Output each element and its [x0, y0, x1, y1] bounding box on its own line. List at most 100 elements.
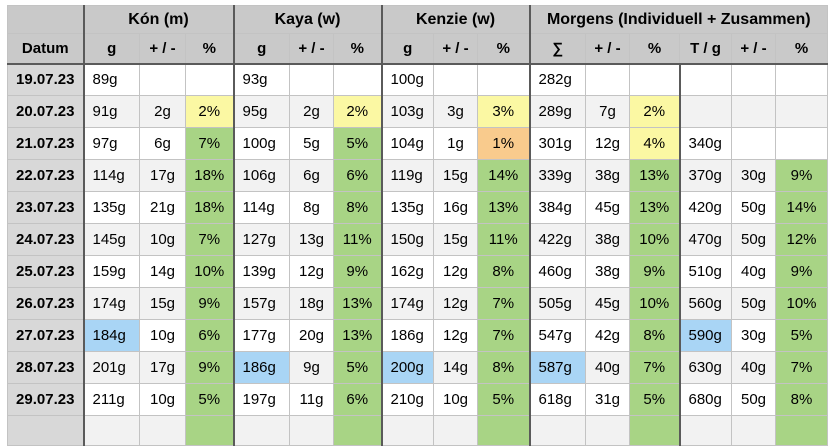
table-cell[interactable]: 21g [139, 191, 186, 224]
table-cell[interactable]: 8g [289, 191, 334, 224]
table-cell[interactable]: 5% [629, 383, 680, 416]
table-cell[interactable]: 12g [585, 127, 630, 160]
table-cell[interactable]: 420g [678, 191, 732, 224]
table-cell[interactable]: 159g [82, 255, 140, 288]
table-cell[interactable] [678, 95, 732, 128]
table-cell[interactable]: 150g [380, 223, 434, 256]
table-cell[interactable]: 95g [232, 95, 290, 128]
table-cell[interactable]: 2% [333, 95, 382, 128]
table-cell[interactable]: 1g [433, 127, 478, 160]
table-cell[interactable]: 547g [528, 319, 586, 352]
table-cell[interactable]: 13% [629, 159, 680, 192]
table-cell[interactable]: 680g [678, 383, 732, 416]
table-cell[interactable]: 7% [185, 127, 234, 160]
table-cell[interactable]: 93g [232, 63, 290, 96]
table-cell[interactable]: 38g [585, 223, 630, 256]
table-cell[interactable]: 40g [731, 351, 776, 384]
table-cell[interactable]: 15g [433, 159, 478, 192]
table-cell[interactable]: 114g [82, 159, 140, 192]
table-cell[interactable]: 9% [333, 255, 382, 288]
corner-cell[interactable] [7, 5, 84, 34]
table-cell[interactable] [731, 127, 776, 160]
table-cell[interactable]: 10g [433, 383, 478, 416]
table-cell[interactable] [731, 415, 776, 446]
table-cell[interactable]: 14g [433, 351, 478, 384]
table-cell[interactable]: 177g [232, 319, 290, 352]
table-cell[interactable]: 12g [433, 255, 478, 288]
table-cell[interactable]: 38g [585, 159, 630, 192]
table-cell[interactable]: 5% [333, 127, 382, 160]
table-cell[interactable]: 10g [139, 223, 186, 256]
table-cell[interactable]: 119g [380, 159, 434, 192]
table-cell[interactable]: 14% [477, 159, 530, 192]
date-cell[interactable]: 26.07.23 [7, 287, 84, 320]
table-cell[interactable]: 30g [731, 319, 776, 352]
date-cell[interactable]: 20.07.23 [7, 95, 84, 128]
table-cell[interactable] [775, 415, 828, 446]
table-cell[interactable]: 13g [289, 223, 334, 256]
table-cell[interactable]: 211g [82, 383, 140, 416]
table-cell[interactable]: 7% [477, 319, 530, 352]
table-cell[interactable]: 106g [232, 159, 290, 192]
date-cell[interactable]: 25.07.23 [7, 255, 84, 288]
group-header-morgens[interactable]: Morgens (Individuell + Zusammen) [528, 5, 828, 34]
table-cell[interactable]: 340g [678, 127, 732, 160]
table-cell[interactable]: 13% [333, 319, 382, 352]
table-cell[interactable]: 630g [678, 351, 732, 384]
table-cell[interactable] [185, 415, 234, 446]
table-cell[interactable]: 186g [380, 319, 434, 352]
table-cell[interactable]: 339g [528, 159, 586, 192]
table-cell[interactable] [185, 63, 234, 96]
col-header-plusminus-kon[interactable]: + / - [139, 33, 186, 65]
table-cell[interactable]: 50g [731, 191, 776, 224]
table-cell[interactable]: 510g [678, 255, 732, 288]
table-cell[interactable] [775, 127, 828, 160]
group-header-kon[interactable]: Kón (m) [82, 5, 234, 34]
table-cell[interactable]: 7% [775, 351, 828, 384]
table-cell[interactable] [629, 63, 680, 96]
table-cell[interactable] [678, 415, 732, 446]
table-cell[interactable]: 370g [678, 159, 732, 192]
col-header-percent-sum[interactable]: % [629, 33, 680, 65]
col-header-percent-kon[interactable]: % [185, 33, 234, 65]
table-cell[interactable]: 5% [775, 319, 828, 352]
table-cell[interactable]: 505g [528, 287, 586, 320]
table-cell[interactable]: 38g [585, 255, 630, 288]
table-cell[interactable]: 127g [232, 223, 290, 256]
table-cell[interactable]: 18% [185, 159, 234, 192]
table-cell[interactable] [731, 63, 776, 96]
col-header-percent-kaya[interactable]: % [333, 33, 382, 65]
table-cell[interactable]: 422g [528, 223, 586, 256]
table-cell[interactable]: 8% [477, 351, 530, 384]
table-cell[interactable]: 8% [477, 255, 530, 288]
table-cell[interactable]: 9% [185, 351, 234, 384]
table-cell[interactable] [333, 63, 382, 96]
table-cell[interactable]: 301g [528, 127, 586, 160]
table-cell[interactable]: 7g [585, 95, 630, 128]
table-cell[interactable]: 14% [775, 191, 828, 224]
table-cell[interactable]: 40g [731, 255, 776, 288]
table-cell[interactable]: 9% [775, 159, 828, 192]
table-cell[interactable]: 289g [528, 95, 586, 128]
table-cell[interactable]: 10g [139, 319, 186, 352]
table-cell[interactable]: 618g [528, 383, 586, 416]
date-cell[interactable]: 28.07.23 [7, 351, 84, 384]
table-cell[interactable]: 17g [139, 159, 186, 192]
table-cell[interactable] [139, 63, 186, 96]
table-cell[interactable]: 384g [528, 191, 586, 224]
table-cell[interactable]: 10% [185, 255, 234, 288]
table-cell[interactable] [333, 415, 382, 446]
table-cell[interactable]: 4% [629, 127, 680, 160]
col-header-plusminus-kenzie[interactable]: + / - [433, 33, 478, 65]
table-cell[interactable] [629, 415, 680, 446]
table-cell[interactable]: 5% [477, 383, 530, 416]
date-cell[interactable] [7, 415, 84, 446]
date-cell[interactable]: 29.07.23 [7, 383, 84, 416]
table-cell[interactable]: 3g [433, 95, 478, 128]
table-cell[interactable]: 11% [333, 223, 382, 256]
table-cell[interactable]: 89g [82, 63, 140, 96]
table-cell[interactable]: 186g [232, 351, 290, 384]
table-cell[interactable]: 30g [731, 159, 776, 192]
table-cell[interactable]: 8% [775, 383, 828, 416]
table-cell[interactable]: 11% [477, 223, 530, 256]
